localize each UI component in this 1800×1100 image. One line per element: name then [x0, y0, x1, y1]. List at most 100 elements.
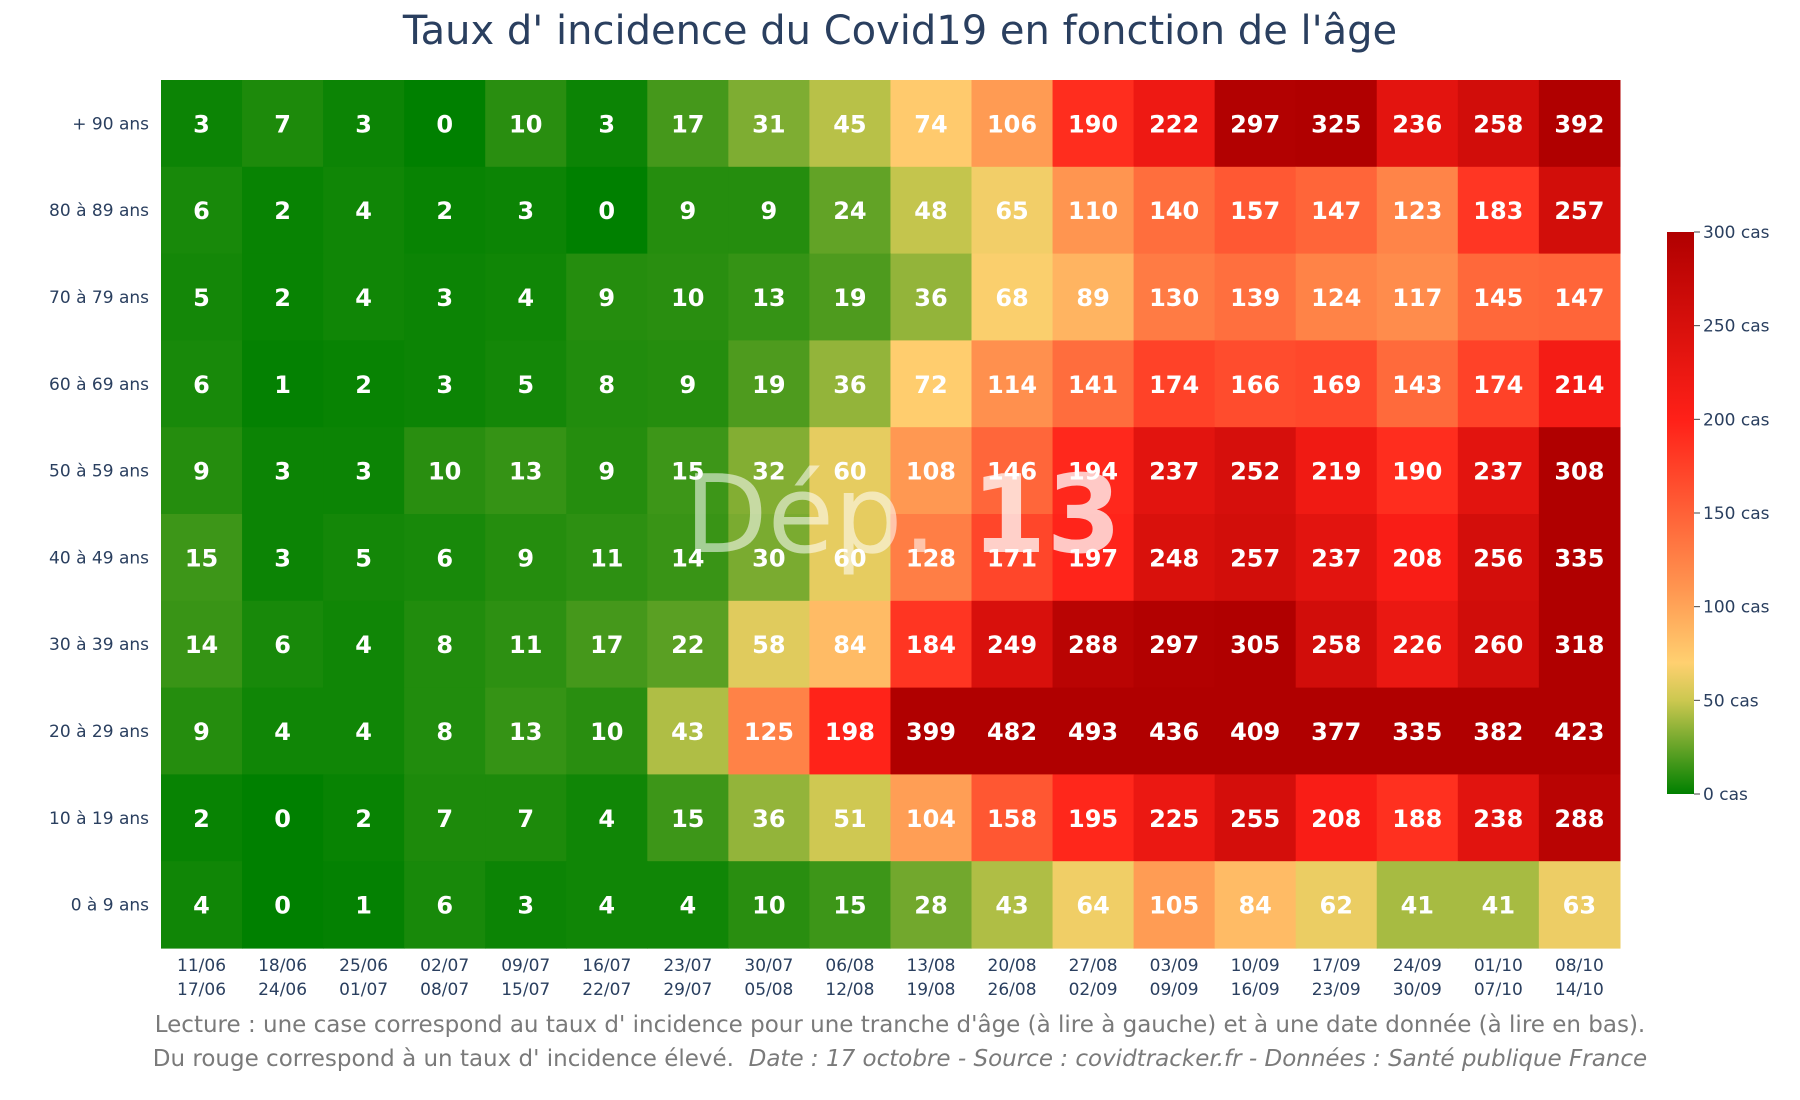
cell-value-label: 190 — [1068, 110, 1118, 138]
cell-value-label: 10 — [428, 458, 461, 486]
cell-value-label: 258 — [1311, 631, 1361, 659]
heatmap-cell — [809, 340, 892, 428]
heatmap-cell — [161, 514, 243, 602]
heatmap-cell — [323, 427, 405, 515]
cell-value-label: 5 — [355, 544, 372, 572]
heatmap-cell — [809, 166, 892, 255]
cell-value-label: 123 — [1392, 197, 1442, 225]
cell-value-label: 11 — [590, 544, 623, 572]
heatmap-cell — [323, 861, 405, 949]
x-tick-label-end: 07/10 — [1474, 980, 1523, 1000]
cell-value-label: 65 — [995, 197, 1028, 225]
heatmap-cell — [971, 80, 1054, 168]
cell-value-label: 125 — [744, 718, 794, 746]
cell-value-label: 4 — [355, 284, 372, 312]
heatmap-cell — [1052, 80, 1135, 168]
y-tick-label: 20 à 29 ans — [49, 722, 149, 742]
cell-value-label: 157 — [1230, 197, 1280, 225]
cell-value-label: 62 — [1320, 892, 1353, 920]
y-tick-label: 40 à 49 ans — [49, 548, 149, 568]
x-tick-label-end: 24/06 — [258, 980, 307, 1000]
cell-value-label: 28 — [914, 892, 947, 920]
heatmap-cell — [323, 80, 405, 168]
cell-value-label: 24 — [833, 197, 866, 225]
heatmap-cell — [1376, 340, 1459, 428]
heatmap-cell — [161, 340, 243, 428]
heatmap-cell — [323, 166, 405, 255]
cell-value-label: 104 — [906, 805, 956, 833]
heatmap-cell — [1457, 600, 1540, 689]
colorbar-tick-label: 200 cas — [1703, 410, 1770, 430]
cell-value-label: 2 — [274, 197, 291, 225]
heatmap-cell — [1376, 166, 1459, 255]
cell-value-label: 0 — [274, 892, 291, 920]
heatmap-cell — [1538, 687, 1621, 775]
cell-value-label: 423 — [1554, 718, 1604, 746]
colorbar-tick-label: 0 cas — [1703, 785, 1748, 805]
heatmap-cell — [404, 600, 486, 689]
cell-value-label: 237 — [1311, 544, 1361, 572]
cell-value-label: 225 — [1149, 805, 1199, 833]
cell-value-label: 9 — [679, 371, 696, 399]
heatmap-cell — [404, 514, 486, 602]
colorbar: 300 cas 250 cas 200 cas 150 cas 100 cas 50 ca… — [1667, 223, 1770, 805]
heatmap-cell — [1295, 687, 1378, 775]
caption-line-1: Lecture : une case correspond au taux d'… — [154, 1012, 1646, 1038]
colorbar-tick-label: 50 cas — [1703, 691, 1759, 711]
cell-value-label: 140 — [1149, 197, 1199, 225]
heatmap-cell — [485, 253, 567, 341]
x-tick-label-end: 22/07 — [582, 980, 631, 1000]
cell-value-label: 258 — [1473, 110, 1523, 138]
cell-value-label: 3 — [517, 197, 534, 225]
heatmap-cell — [971, 166, 1054, 255]
x-axis: 11/06 17/06 18/06 24/06 25/06 01/07 02/07 08/07… — [177, 956, 1604, 1000]
heatmap-cell — [890, 861, 973, 949]
heatmap-cell — [647, 514, 729, 602]
x-tick-label-start: 11/06 — [177, 956, 226, 976]
heatmap-cell — [1052, 600, 1135, 689]
heatmap-cell — [1214, 514, 1297, 602]
cell-value-label: 297 — [1230, 110, 1280, 138]
cell-value-label: 9 — [598, 284, 615, 312]
watermark-prefix: Dép. — [684, 453, 971, 578]
heatmap-cell — [485, 774, 567, 862]
heatmap-cell — [809, 600, 892, 689]
heatmap-cell — [1214, 427, 1297, 515]
cell-value-label: 493 — [1068, 718, 1118, 746]
cell-value-label: 31 — [752, 110, 785, 138]
heatmap-cell — [1052, 253, 1135, 341]
heatmap-cell — [566, 340, 648, 428]
heatmap-cell — [1214, 600, 1297, 689]
heatmap-cell — [404, 687, 486, 775]
cell-value-label: 110 — [1068, 197, 1118, 225]
cell-value-label: 174 — [1149, 371, 1199, 399]
heatmap-cell — [1538, 253, 1621, 341]
heatmap-cell — [1052, 166, 1135, 255]
cell-value-label: 7 — [274, 110, 291, 138]
cell-value-label: 4 — [598, 805, 615, 833]
cell-value-label: 0 — [598, 197, 615, 225]
cell-value-label: 190 — [1392, 458, 1442, 486]
cell-value-label: 252 — [1230, 458, 1280, 486]
heatmap-cell — [890, 514, 973, 602]
x-tick-label-start: 10/09 — [1231, 956, 1280, 976]
caption-note: Du rouge correspond à un taux d' inciden… — [152, 1046, 734, 1072]
heatmap-cell — [242, 514, 324, 602]
heatmap-cell — [1133, 427, 1216, 515]
x-tick-label-start: 03/09 — [1150, 956, 1199, 976]
cell-value-label: 84 — [1238, 892, 1271, 920]
heatmap-cell — [728, 427, 810, 515]
heatmap-cell — [485, 340, 567, 428]
cell-value-label: 1 — [274, 371, 291, 399]
cell-value-label: 13 — [509, 718, 542, 746]
heatmap-cell — [1214, 687, 1297, 775]
cell-value-label: 130 — [1149, 284, 1199, 312]
cell-value-label: 147 — [1554, 284, 1604, 312]
cell-value-label: 6 — [274, 631, 291, 659]
cell-value-label: 8 — [598, 371, 615, 399]
heatmap-cell — [1376, 600, 1459, 689]
cell-value-label: 58 — [752, 631, 785, 659]
cell-value-label: 1 — [355, 892, 372, 920]
heatmap-cell — [1133, 774, 1216, 862]
heatmap-cell — [566, 774, 648, 862]
